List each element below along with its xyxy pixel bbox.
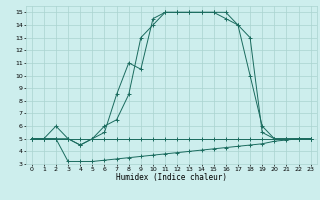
X-axis label: Humidex (Indice chaleur): Humidex (Indice chaleur) <box>116 173 227 182</box>
